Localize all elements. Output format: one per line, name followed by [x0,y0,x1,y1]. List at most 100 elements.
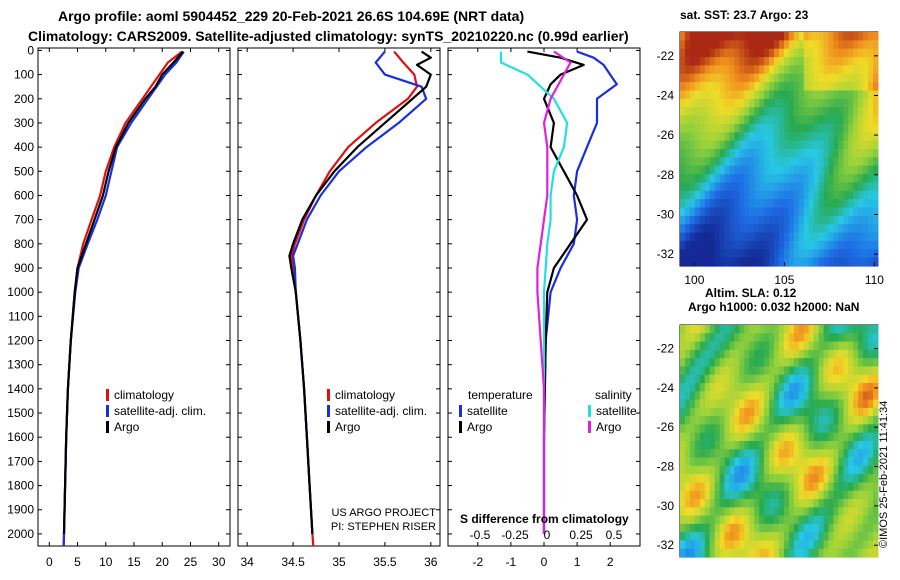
sst-map-cell [798,157,805,167]
sla-map-cell [724,490,730,500]
sst-map-cell [759,132,765,142]
sst-map-cell [873,207,879,217]
sla-map-cell [680,507,686,517]
sst-map-cell [858,215,864,225]
sla-map-cell [694,457,701,467]
sst-map-cell [873,215,879,225]
sla-map-cell [828,548,834,558]
sst-map-cell [729,73,735,83]
sla-map-cell [774,457,780,467]
sst-map-cell [714,40,721,50]
sla-map-cell [719,499,726,508]
sla-map-cell [699,465,706,475]
sst-map-cell [868,32,874,41]
sst-map-cell [764,174,770,184]
sla-map-cell [868,499,874,508]
sla-map-cell [685,407,691,417]
sla-map-cell [694,507,701,517]
sst-map-cell [793,257,800,267]
sla-map-cell [685,374,691,384]
sla-map-cell [818,424,825,434]
sla-map-cell [685,540,691,550]
sst-map-cell [853,140,859,150]
sla-map-cell [813,465,820,475]
temp-legend-label: Argo [114,420,140,434]
sla-map-cell [863,374,869,384]
sst-map-cell [843,240,849,250]
sst-map-cell [759,98,765,108]
sla-map-cell [853,399,859,409]
sla-map-cell [724,523,730,533]
temp-legend-label: climatology [114,388,174,402]
sla-map-cell [858,457,864,467]
sla-map-cell [685,523,691,533]
sst-map-cell [685,157,691,167]
sla-map-cell [724,499,730,508]
sst-map-cell [848,140,854,150]
sst-map-cell [749,98,755,108]
sla-map-cell [694,441,701,450]
sla-map-cell [759,523,765,533]
sst-map-cell [729,224,735,234]
sst-map-cell [699,98,706,108]
sst-map-cell [739,257,745,267]
sst-map-cell [818,224,825,234]
sla-map-cell [739,532,745,541]
sla-map-cell [689,333,696,343]
sla-map-cell [699,515,706,525]
sst-map-cell [784,123,790,133]
sst-map-cell [858,199,864,209]
sst-map-cell [764,190,770,200]
sst-map-cell [680,48,686,58]
sla-map-cell [784,358,790,367]
sst-map-cell [729,48,735,58]
sst-map-cell [769,215,775,225]
sst-map-cell [739,98,745,108]
sla-map-cell [769,548,775,558]
sst-map-cell [754,257,760,267]
sla-map-cell [848,540,854,550]
sla-map-cell [714,349,721,359]
sla-map-cell [818,490,825,500]
sla-map-cell [868,399,874,409]
sst-map-cell [694,32,701,41]
sst-map-cell [853,224,859,234]
sla-map-cell [828,449,834,459]
sst-map-cell [764,82,770,92]
sla-map-cell [779,523,785,533]
sla-map-cell [833,465,839,475]
sst-map-cell [818,48,825,58]
sst-map-cell [848,82,854,92]
sla-map-cell [734,482,740,492]
sla-map-cell [759,416,765,425]
sst-map-cell [843,40,849,50]
sst-map-cell [729,98,735,108]
sla-map-cell [779,540,785,550]
sst-map-cell [694,174,701,184]
sst-map-cell [853,157,859,167]
sla-map-cell [729,482,735,492]
sst-map-cell [729,90,735,100]
sla-map-cell [704,507,711,517]
sla-map-cell [759,482,765,492]
sla-map-cell [858,432,864,442]
sst-map-lat-label: -26 [657,128,675,142]
sla-map-cell [734,457,740,467]
sla-map-cell [759,366,765,376]
sst-map-cell [689,57,696,67]
sla-map-cell [843,341,849,351]
sla-map-cell [833,507,839,517]
sla-map-cell [779,341,785,351]
sst-map-cell [838,165,844,175]
sst-map-cell [694,90,701,100]
sla-map-cell [788,374,795,384]
sla-map-cell [709,432,716,442]
sst-map-cell [779,65,785,75]
sst-map-cell [818,199,825,209]
sla-map-cell [734,325,740,334]
sla-map-cell [734,490,740,500]
sla-map-cell [759,383,765,392]
sst-map-cell [694,240,701,250]
sla-map-cell [873,465,879,475]
sla-map-cell [793,449,800,459]
